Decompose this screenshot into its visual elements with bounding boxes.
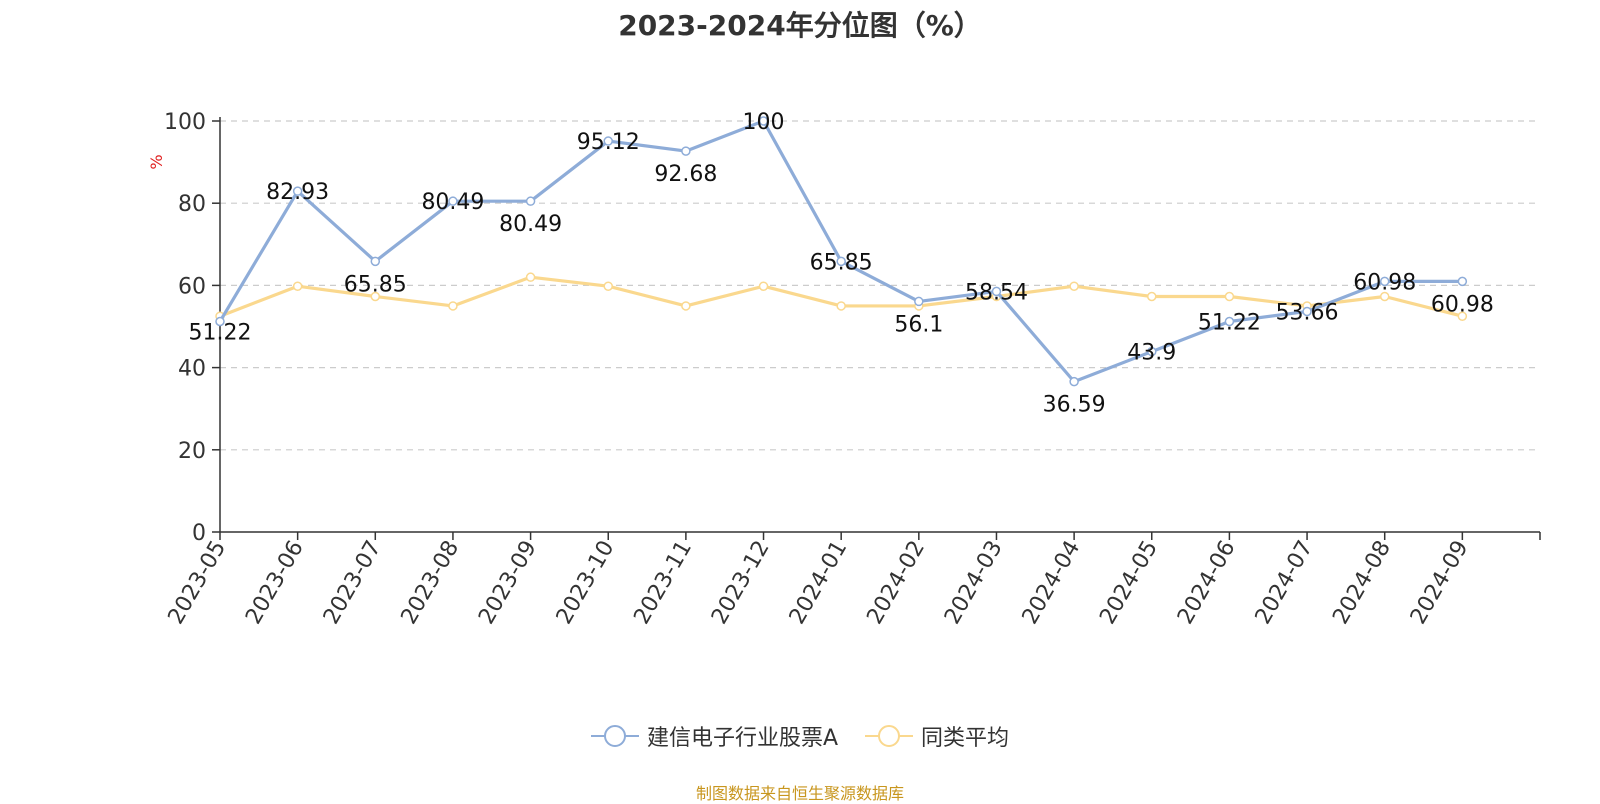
- y-axis-label: %: [147, 154, 166, 169]
- series-1-point: [525, 196, 536, 206]
- legend-label-series-1: 建信电子行业股票A: [646, 726, 839, 751]
- x-tick-label: 2023-08: [397, 537, 465, 629]
- series-1-point: [448, 196, 458, 206]
- series-1-data-label: 51.22: [189, 320, 252, 345]
- series-1-data-label: 58.54: [965, 280, 1028, 305]
- y-tick-label: 0: [192, 521, 206, 546]
- x-tick-label: 2023-06: [241, 537, 309, 629]
- series-2-point: [603, 281, 613, 291]
- series-1-point: [1379, 276, 1390, 287]
- series-1-point: [1069, 376, 1079, 387]
- x-tick-label: 2024-01: [785, 537, 853, 629]
- series-1-data-label: 36.59: [1043, 393, 1106, 418]
- chart-title: 2023-2024年分位图（%）: [618, 9, 982, 42]
- series-1-data-label: 51.22: [1198, 310, 1261, 335]
- series-1-point: [1302, 306, 1312, 317]
- series-2-point: [525, 272, 536, 282]
- series-1-data-label: 80.49: [499, 212, 562, 237]
- series-1-data-label: 60.98: [1353, 270, 1416, 295]
- series-1-data-label: 92.68: [654, 162, 717, 187]
- series-1-data-label: 100: [743, 110, 785, 135]
- x-tick-label: 2023-12: [707, 537, 775, 629]
- series-1-data-label: 53.66: [1276, 300, 1339, 325]
- legend-marker-series-1-icon: [590, 725, 639, 747]
- series-1-point: [681, 146, 691, 156]
- x-tick-label: 2023-07: [319, 537, 387, 629]
- y-tick-label: 40: [178, 357, 206, 382]
- series-2-point: [448, 301, 458, 311]
- legend-marker-series-2-icon: [865, 725, 914, 747]
- legend-item-series-2[interactable]: 同类平均: [865, 720, 1009, 752]
- source-note: 制图数据来自恒生聚源数据库: [695, 784, 904, 803]
- series-1-data-label: 95.12: [577, 130, 640, 155]
- series-1-data-label: 82.93: [266, 180, 329, 205]
- series-1-point: [1147, 346, 1157, 357]
- series-2-point: [758, 281, 769, 291]
- x-tick-label: 2023-11: [629, 537, 697, 629]
- series-1-point: [758, 116, 769, 126]
- x-tick-label: 2023-09: [474, 537, 542, 629]
- x-tick-label: 2023-10: [552, 537, 620, 629]
- series-1-point: [292, 186, 303, 196]
- x-tick-label: 2024-02: [862, 537, 930, 629]
- series-1-data-label: 56.1: [894, 312, 943, 337]
- series-2-point: [1457, 311, 1468, 321]
- series-2-point: [836, 301, 846, 311]
- legend: 建信电子行业股票A 同类平均: [0, 720, 1600, 754]
- x-tick-label: 2024-05: [1095, 537, 1163, 629]
- series-2-point: [292, 281, 303, 291]
- series-1-data-label: 60.98: [1431, 292, 1494, 317]
- series-1-data-label: 43.9: [1127, 341, 1176, 366]
- y-tick-label: 60: [178, 274, 206, 299]
- data-labels: 51.22 82.93 65.85 80.49 80.49 95.12 92.68 100 65…: [189, 110, 1494, 418]
- series-1-point: [603, 136, 613, 146]
- x-tick-label: 2024-09: [1406, 537, 1474, 629]
- series-1-point: [1457, 276, 1468, 287]
- series-1-point: [991, 286, 1002, 297]
- series-1-point: [215, 316, 225, 327]
- series-2-point: [681, 301, 691, 311]
- series-2-point: [370, 291, 381, 302]
- series-1-point: [914, 296, 924, 307]
- series-1-point: [1224, 316, 1235, 327]
- y-tick-label: 20: [178, 439, 206, 464]
- x-tick-label: 2023-05: [164, 537, 232, 629]
- series-1-point: [836, 256, 846, 267]
- grid-lines: [220, 120, 1540, 451]
- series-1-data-label: 80.49: [421, 190, 484, 215]
- series-1-data-label: 65.85: [810, 250, 873, 275]
- y-tick-label: 80: [178, 192, 206, 217]
- x-tick-label: 2024-03: [940, 537, 1008, 629]
- series-lines: [215, 116, 1468, 387]
- x-tick-label: 2024-08: [1328, 537, 1396, 629]
- series-1-data-label: 65.85: [344, 272, 407, 297]
- x-tick-label: 2024-06: [1173, 537, 1241, 629]
- series-1-point: [370, 256, 381, 267]
- series-2-point: [1147, 291, 1157, 302]
- x-tick-label: 2024-04: [1018, 537, 1086, 629]
- series-2-point: [1069, 281, 1079, 291]
- legend-item-series-1[interactable]: 建信电子行业股票A: [590, 720, 839, 752]
- series-2-point: [1224, 291, 1235, 302]
- series-2-point: [1379, 291, 1390, 302]
- x-tick-label: 2024-07: [1251, 537, 1319, 629]
- legend-label-series-2: 同类平均: [921, 726, 1010, 751]
- y-tick-label: 100: [164, 110, 206, 135]
